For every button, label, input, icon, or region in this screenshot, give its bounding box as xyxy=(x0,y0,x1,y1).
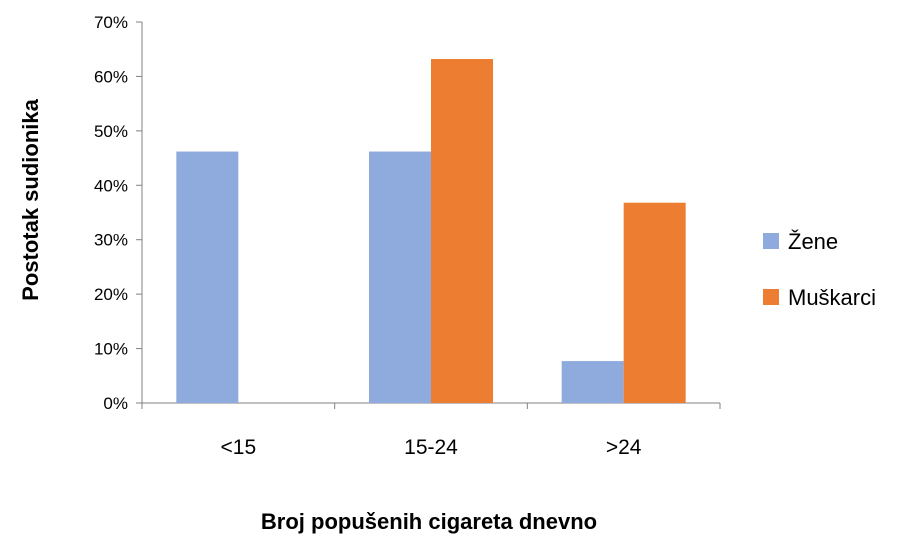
y-axis: 0% 10% 20% 30% 40% 50% 60% 70% xyxy=(94,13,143,413)
y-tick-label: 40% xyxy=(94,176,128,195)
x-axis: <15 15-24 >24 xyxy=(141,402,721,459)
bar xyxy=(176,151,239,403)
y-tick-label: 60% xyxy=(94,67,128,86)
y-axis-title: Postotak sudionika xyxy=(18,98,43,300)
y-tick-label: 30% xyxy=(94,231,128,250)
y-tick-label: 20% xyxy=(94,285,128,304)
bars xyxy=(176,59,686,404)
x-category-label: <15 xyxy=(221,436,257,459)
bar xyxy=(431,59,493,404)
y-tick-label: 0% xyxy=(103,394,128,413)
y-tick-label: 70% xyxy=(94,13,128,32)
bar xyxy=(623,202,686,403)
legend-label: Muškarci xyxy=(788,285,876,310)
y-tick-label: 50% xyxy=(94,122,128,141)
bar xyxy=(561,361,624,403)
x-axis-title: Broj popušenih cigareta dnevno xyxy=(261,509,597,534)
legend-label: Žene xyxy=(788,229,838,254)
y-tick-label: 10% xyxy=(94,340,128,359)
legend-swatch xyxy=(763,289,779,305)
legend-swatch xyxy=(763,233,779,249)
x-category-label: 15-24 xyxy=(404,436,458,459)
bar xyxy=(369,151,431,403)
legend: Žene Muškarci xyxy=(763,229,876,310)
x-category-label: >24 xyxy=(606,436,642,459)
